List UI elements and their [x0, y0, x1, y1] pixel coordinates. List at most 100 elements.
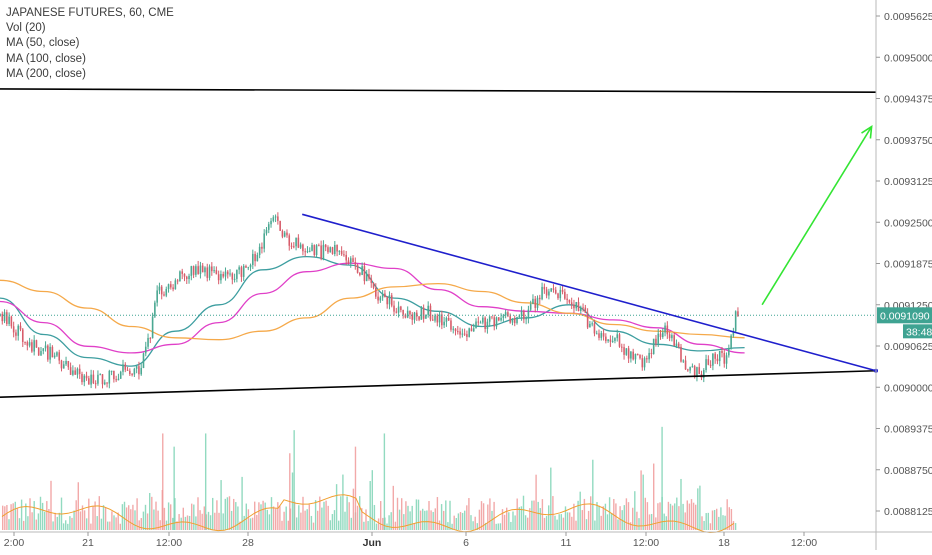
volume-bar — [415, 499, 418, 530]
candle-body — [384, 293, 386, 297]
volume-bar — [638, 518, 640, 530]
candle-body — [154, 302, 156, 317]
candle-body — [557, 293, 559, 299]
volume-bar — [104, 507, 107, 530]
volume-bar — [170, 504, 172, 530]
volume-bar — [83, 510, 86, 530]
volume-bar — [413, 523, 415, 530]
candle-body — [220, 274, 222, 281]
indicator-ma-200[interactable]: MA (200, close) — [6, 67, 86, 80]
volume-bar — [304, 510, 306, 530]
volume-bar — [485, 522, 487, 530]
candle-body — [238, 267, 240, 270]
candle-body — [479, 322, 482, 324]
indicator-ma-100[interactable]: MA (100, close) — [6, 52, 86, 65]
volume-bar — [474, 516, 476, 530]
candle-body — [90, 374, 92, 385]
candle-body — [513, 318, 516, 324]
candle-body — [60, 360, 63, 369]
symbol-title[interactable]: JAPANESE FUTURES, 60, CME — [6, 7, 174, 19]
indicator-volume[interactable]: Vol (20) — [6, 22, 46, 35]
volume-bar — [373, 504, 376, 530]
volume-bar — [642, 474, 644, 530]
candle-body — [206, 267, 209, 278]
candle-body — [579, 307, 582, 311]
volume-bar — [539, 508, 541, 530]
candle-body — [108, 370, 111, 384]
candle-body — [53, 355, 56, 358]
volume-bar — [577, 500, 579, 530]
volume-bar — [209, 515, 212, 530]
volume-bar — [14, 501, 16, 530]
volume-bar — [646, 502, 649, 530]
volume-bar — [556, 519, 558, 530]
candle-body — [281, 230, 284, 237]
volume-bar — [77, 482, 79, 530]
candle-body — [252, 253, 254, 265]
y-tick-label: 0.0092500 — [884, 217, 932, 229]
candle-body — [682, 360, 685, 362]
volume-bar — [424, 510, 426, 530]
candle-body — [101, 374, 104, 385]
candle-body — [582, 307, 584, 309]
candle-body — [609, 339, 612, 342]
upper-resistance-line[interactable] — [0, 88, 877, 94]
volume-bar — [323, 501, 325, 530]
candle-body — [311, 245, 313, 251]
volume-bar — [162, 433, 164, 530]
volume-bar — [212, 497, 214, 530]
volume-bar — [535, 474, 537, 530]
candle-body — [691, 366, 694, 368]
volume-bar — [233, 498, 235, 530]
volume-bar — [566, 512, 569, 530]
volume-bar — [18, 518, 21, 530]
volume-bar — [552, 496, 554, 530]
volume-bar — [52, 521, 54, 530]
indicator-ma-50[interactable]: MA (50, close) — [6, 37, 80, 50]
volume-bar — [146, 513, 149, 530]
volume-bar — [459, 511, 462, 530]
volume-bar — [711, 510, 714, 530]
volume-bar — [317, 510, 319, 530]
volume-bar — [62, 523, 65, 530]
volume-bar — [344, 511, 346, 530]
candle-body — [470, 328, 473, 332]
candle-body — [320, 245, 322, 259]
candle-body — [249, 264, 252, 268]
candle-body — [554, 289, 557, 294]
candle-body — [47, 345, 49, 360]
volume-bar — [470, 515, 472, 530]
volume-bar — [37, 513, 40, 530]
volume-bar — [109, 521, 111, 530]
lower-support-line[interactable] — [0, 369, 877, 398]
volume-bar — [533, 500, 535, 530]
volume-bar — [204, 433, 207, 530]
descending-blue-line[interactable] — [302, 213, 877, 372]
candle-body — [274, 216, 277, 218]
volume-bar — [140, 518, 142, 530]
volume-bar — [325, 500, 327, 530]
volume-bar — [428, 501, 430, 530]
projection-arrow-line[interactable] — [761, 126, 873, 306]
candle-body — [94, 383, 97, 385]
volume-bar — [581, 510, 583, 530]
candle-body — [17, 325, 20, 336]
volume-bar — [79, 511, 82, 530]
volume-bar — [69, 516, 71, 530]
candle-body — [698, 367, 701, 374]
candle-body — [718, 351, 721, 362]
volume-bar — [377, 518, 380, 530]
candle-body — [497, 317, 500, 321]
volume-bar — [20, 499, 23, 530]
volume-bar — [256, 514, 258, 530]
volume-bar — [512, 511, 514, 530]
candle-body — [211, 266, 213, 272]
candle-body — [643, 358, 646, 368]
volume-bar — [537, 501, 539, 530]
volume-bar — [302, 496, 304, 530]
volume-bar — [310, 515, 313, 530]
candle-body — [236, 269, 238, 279]
volume-bar — [298, 505, 300, 530]
